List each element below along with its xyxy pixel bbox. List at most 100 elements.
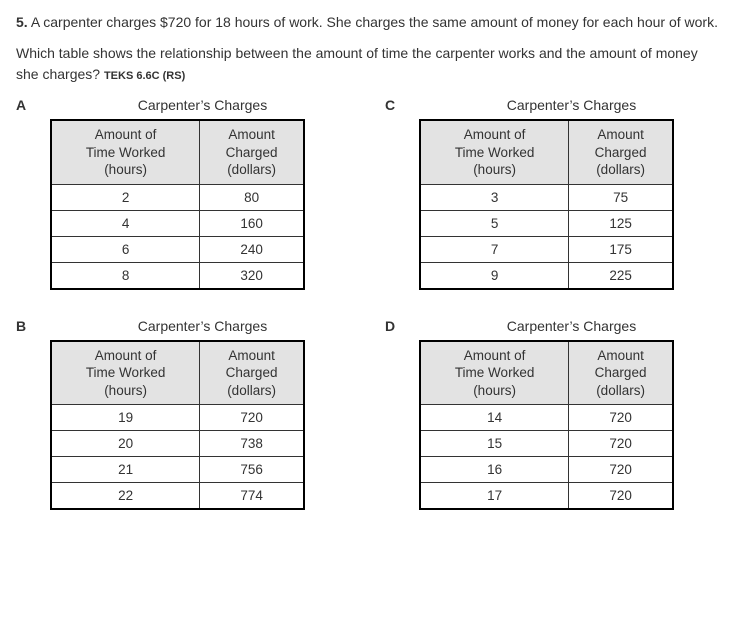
- col1-h-l3: (hours): [473, 383, 516, 398]
- cell: 80: [200, 184, 304, 210]
- cell: 75: [569, 184, 673, 210]
- col1-h-l1: Amount of: [95, 127, 157, 142]
- cell: 225: [569, 262, 673, 289]
- col2-h-l1: Amount: [228, 127, 275, 142]
- cell: 720: [569, 457, 673, 483]
- choice-a-table: Amount of Time Worked (hours) Amount Cha…: [50, 119, 305, 290]
- table-row: 20738: [51, 431, 304, 457]
- table-row: 14720: [420, 405, 673, 431]
- col2-header: Amount Charged (dollars): [200, 341, 304, 405]
- choice-d[interactable]: D Carpenter’s Charges Amount of Time Wor…: [385, 318, 724, 511]
- table-row: 9225: [420, 262, 673, 289]
- cell: 17: [420, 483, 569, 510]
- col1-h-l3: (hours): [104, 162, 147, 177]
- cell: 3: [420, 184, 569, 210]
- col1-header: Amount of Time Worked (hours): [420, 341, 569, 405]
- cell: 720: [569, 405, 673, 431]
- table-row: 22774: [51, 483, 304, 510]
- cell: 20: [51, 431, 200, 457]
- cell: 756: [200, 457, 304, 483]
- choice-a-letter: A: [16, 97, 50, 113]
- question-prompt: Which table shows the relationship betwe…: [16, 43, 724, 85]
- choices-grid: A Carpenter’s Charges Amount of Time Wor…: [16, 97, 724, 510]
- cell: 774: [200, 483, 304, 510]
- cell: 21: [51, 457, 200, 483]
- table-row: 17720: [420, 483, 673, 510]
- cell: 8: [51, 262, 200, 289]
- col2-header: Amount Charged (dollars): [200, 120, 304, 184]
- col1-h-l2: Time Worked: [86, 145, 166, 160]
- col2-h-l2: Charged: [595, 365, 647, 380]
- table-row: 21756: [51, 457, 304, 483]
- cell: 720: [200, 405, 304, 431]
- col1-header: Amount of Time Worked (hours): [51, 341, 200, 405]
- choice-b-letter: B: [16, 318, 50, 334]
- col1-h-l1: Amount of: [464, 348, 526, 363]
- cell: 7: [420, 236, 569, 262]
- table-row: 375: [420, 184, 673, 210]
- col2-header: Amount Charged (dollars): [569, 120, 673, 184]
- cell: 6: [51, 236, 200, 262]
- cell: 160: [200, 210, 304, 236]
- col2-h-l1: Amount: [597, 348, 644, 363]
- question-text-1: A carpenter charges $720 for 18 hours of…: [31, 14, 718, 30]
- col2-h-l2: Charged: [226, 365, 278, 380]
- question-stem: 5. A carpenter charges $720 for 18 hours…: [16, 12, 724, 33]
- cell: 15: [420, 431, 569, 457]
- col2-h-l3: (dollars): [596, 162, 645, 177]
- cell: 240: [200, 236, 304, 262]
- cell: 4: [51, 210, 200, 236]
- col1-header: Amount of Time Worked (hours): [51, 120, 200, 184]
- col1-h-l1: Amount of: [95, 348, 157, 363]
- table-row: 5125: [420, 210, 673, 236]
- cell: 2: [51, 184, 200, 210]
- choice-d-header: D Carpenter’s Charges: [385, 318, 724, 334]
- choice-d-table: Amount of Time Worked (hours) Amount Cha…: [419, 340, 674, 511]
- cell: 9: [420, 262, 569, 289]
- col2-h-l1: Amount: [228, 348, 275, 363]
- col2-h-l2: Charged: [226, 145, 278, 160]
- choice-c[interactable]: C Carpenter’s Charges Amount of Time Wor…: [385, 97, 724, 290]
- table-row: 16720: [420, 457, 673, 483]
- choice-b-title: Carpenter’s Charges: [50, 318, 355, 334]
- cell: 125: [569, 210, 673, 236]
- col1-h-l2: Time Worked: [455, 145, 535, 160]
- choice-c-table: Amount of Time Worked (hours) Amount Cha…: [419, 119, 674, 290]
- table-row: 4160: [51, 210, 304, 236]
- choice-c-letter: C: [385, 97, 419, 113]
- col1-h-l2: Time Worked: [455, 365, 535, 380]
- cell: 22: [51, 483, 200, 510]
- col2-h-l3: (dollars): [596, 383, 645, 398]
- col2-h-l1: Amount: [597, 127, 644, 142]
- col1-h-l2: Time Worked: [86, 365, 166, 380]
- cell: 738: [200, 431, 304, 457]
- choice-a-title: Carpenter’s Charges: [50, 97, 355, 113]
- cell: 320: [200, 262, 304, 289]
- choice-a[interactable]: A Carpenter’s Charges Amount of Time Wor…: [16, 97, 355, 290]
- table-row: 8320: [51, 262, 304, 289]
- teks-label: TEKS 6.6C (RS): [104, 70, 185, 82]
- table-row: 15720: [420, 431, 673, 457]
- table-row: 7175: [420, 236, 673, 262]
- cell: 175: [569, 236, 673, 262]
- col1-h-l3: (hours): [473, 162, 516, 177]
- choice-a-header: A Carpenter’s Charges: [16, 97, 355, 113]
- cell: 720: [569, 483, 673, 510]
- col1-header: Amount of Time Worked (hours): [420, 120, 569, 184]
- cell: 720: [569, 431, 673, 457]
- col2-header: Amount Charged (dollars): [569, 341, 673, 405]
- cell: 19: [51, 405, 200, 431]
- col2-h-l3: (dollars): [227, 162, 276, 177]
- choice-c-header: C Carpenter’s Charges: [385, 97, 724, 113]
- question-number: 5.: [16, 14, 28, 30]
- choice-b-table: Amount of Time Worked (hours) Amount Cha…: [50, 340, 305, 511]
- col2-h-l3: (dollars): [227, 383, 276, 398]
- cell: 14: [420, 405, 569, 431]
- table-row: 280: [51, 184, 304, 210]
- table-row: 6240: [51, 236, 304, 262]
- choice-b[interactable]: B Carpenter’s Charges Amount of Time Wor…: [16, 318, 355, 511]
- choice-c-title: Carpenter’s Charges: [419, 97, 724, 113]
- col2-h-l2: Charged: [595, 145, 647, 160]
- choice-b-header: B Carpenter’s Charges: [16, 318, 355, 334]
- col1-h-l1: Amount of: [464, 127, 526, 142]
